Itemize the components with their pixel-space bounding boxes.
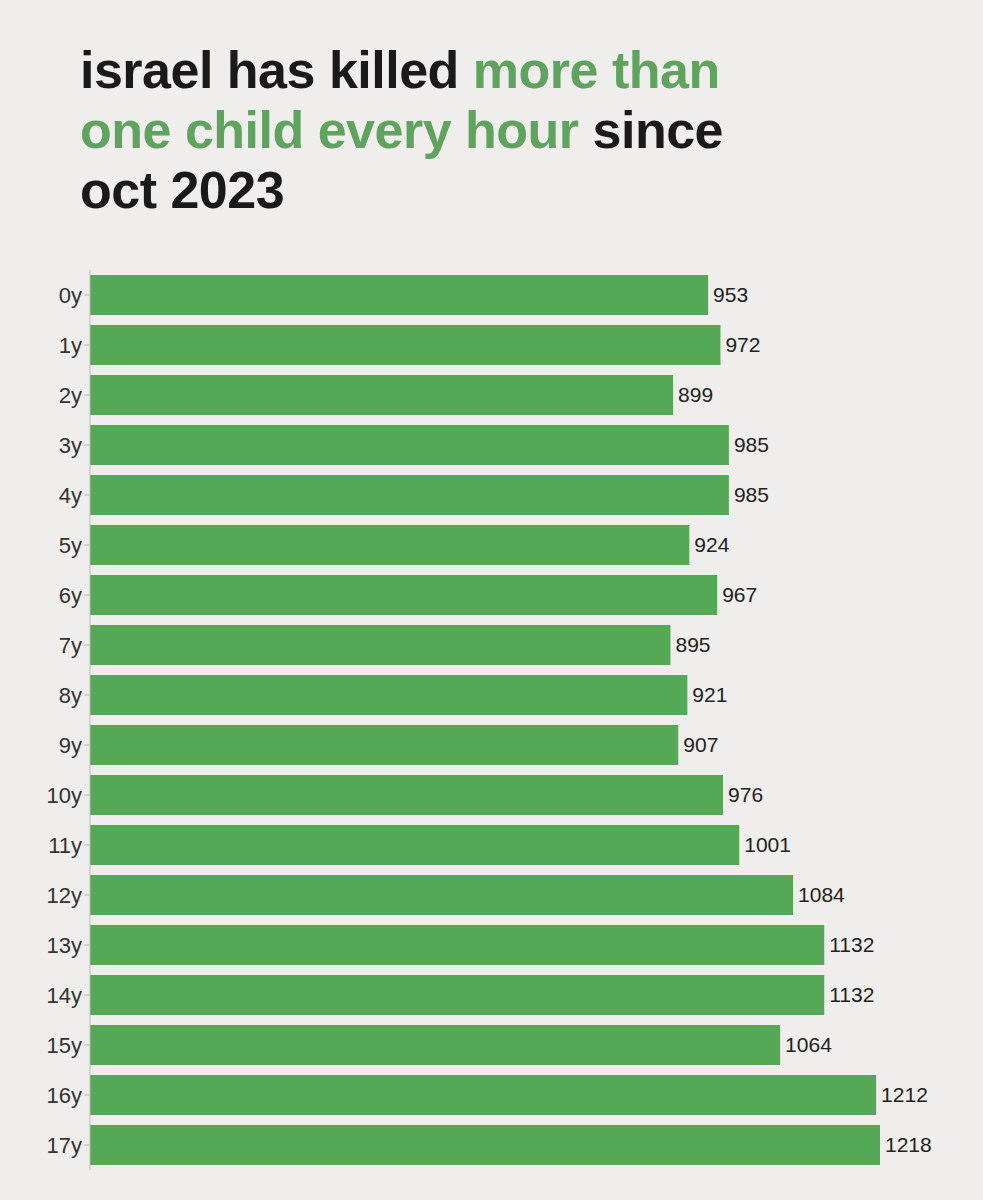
svg-text:1084: 1084: [798, 883, 845, 906]
svg-text:1001: 1001: [744, 833, 791, 856]
svg-text:0y: 0y: [59, 283, 82, 308]
html-text:oct 2023: oct 2023: [80, 161, 285, 219]
svg-text:924: 924: [694, 533, 729, 556]
svg-text:967: 967: [722, 583, 757, 606]
svg-text:5y: 5y: [59, 533, 82, 558]
svg-text:7y: 7y: [59, 633, 82, 658]
svg-text:3y: 3y: [59, 433, 82, 458]
html-text:israel has killed more than: israel has killed more than: [80, 41, 720, 99]
html-text:one child every hour since: one child every hour since: [80, 101, 723, 159]
svg-text:11y: 11y: [48, 833, 82, 858]
svg-text:17y: 17y: [47, 1133, 82, 1158]
svg-text:12y: 12y: [47, 883, 82, 908]
svg-text:972: 972: [725, 333, 760, 356]
svg-text:1132: 1132: [829, 933, 874, 956]
svg-text:976: 976: [728, 783, 763, 806]
svg-text:4y: 4y: [59, 483, 82, 508]
svg-text:921: 921: [692, 683, 727, 706]
svg-text:907: 907: [683, 733, 718, 756]
svg-text:1212: 1212: [881, 1083, 928, 1106]
svg-text:13y: 13y: [47, 933, 82, 958]
svg-text:10y: 10y: [47, 783, 82, 808]
svg-text:1218: 1218: [885, 1133, 932, 1156]
svg-text:9y: 9y: [59, 733, 82, 758]
svg-text:1064: 1064: [785, 1033, 832, 1056]
svg-text:8y: 8y: [59, 683, 82, 708]
svg-text:895: 895: [676, 633, 711, 656]
svg-text:1y: 1y: [59, 333, 82, 358]
svg-text:899: 899: [678, 383, 713, 406]
svg-text:1132: 1132: [829, 983, 874, 1006]
svg-text:6y: 6y: [59, 583, 82, 608]
svg-text:15y: 15y: [47, 1033, 82, 1058]
svg-text:985: 985: [734, 483, 769, 506]
svg-text:2y: 2y: [59, 383, 82, 408]
svg-text:985: 985: [734, 433, 769, 456]
svg-text:953: 953: [713, 283, 748, 306]
svg-text:16y: 16y: [47, 1083, 82, 1108]
svg-text:14y: 14y: [47, 983, 82, 1008]
